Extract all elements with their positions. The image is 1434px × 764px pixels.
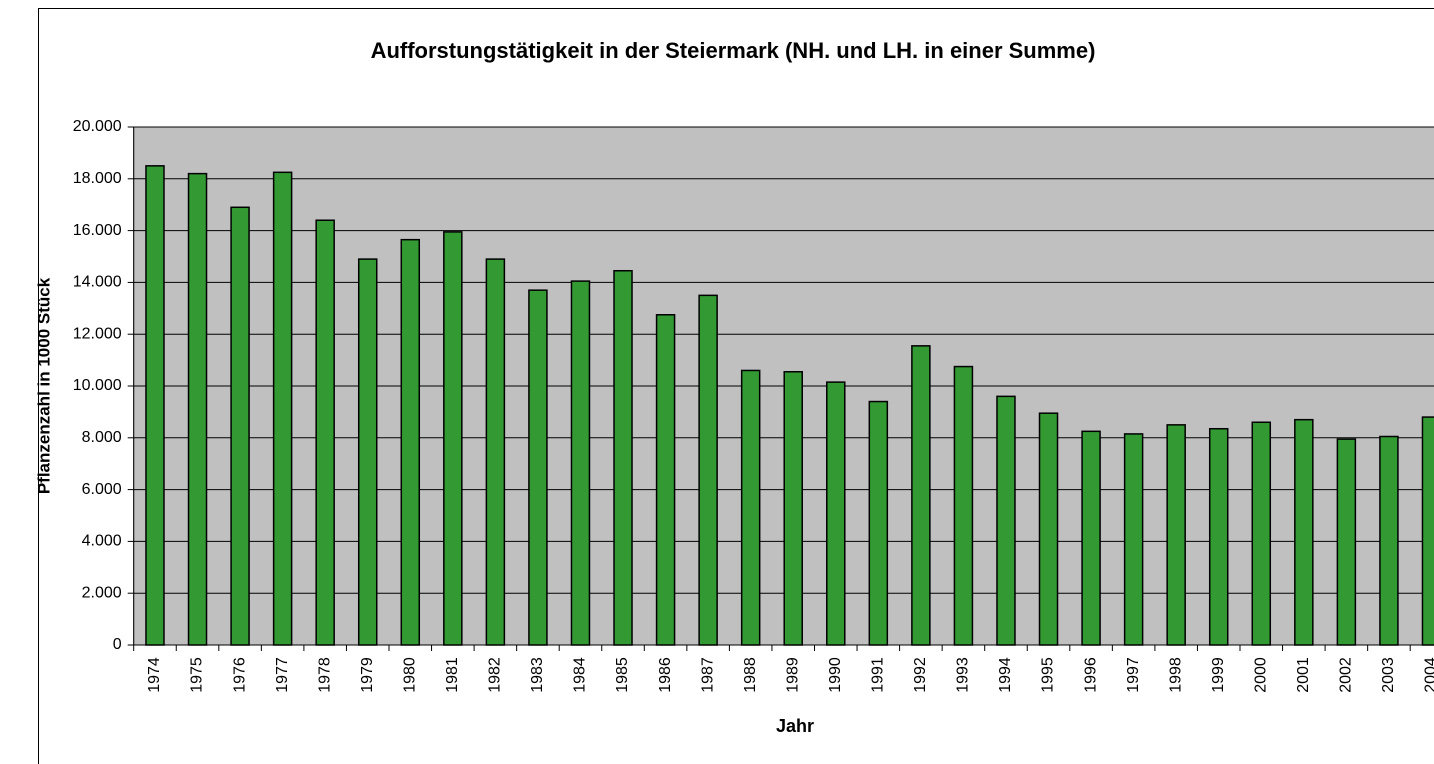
x-tick-label: 1995 (1040, 657, 1057, 693)
bar (1038, 412, 1059, 646)
x-tick-label: 1975 (189, 657, 206, 693)
y-tick-label: 12.000 (73, 325, 122, 342)
bar (613, 269, 633, 646)
x-tick-label: 1993 (955, 657, 972, 693)
bar (1379, 435, 1399, 646)
x-tick-label: 1978 (316, 657, 333, 693)
bar (740, 369, 761, 646)
x-tick-label: 1987 (699, 657, 716, 693)
y-tick-label: 8.000 (82, 429, 122, 446)
bar (783, 371, 803, 646)
bar (1123, 433, 1144, 646)
x-tick-label: 1980 (401, 657, 418, 693)
bar (357, 258, 378, 646)
bar (1251, 421, 1272, 646)
bar (315, 219, 335, 646)
y-tick-label: 16.000 (73, 222, 122, 239)
bar (272, 171, 293, 646)
x-tick-label: 1991 (870, 657, 887, 693)
x-tick-label: 1984 (572, 657, 589, 693)
x-tick-label: 1990 (827, 657, 844, 693)
x-tick-label: 2000 (1252, 657, 1269, 693)
bar (868, 400, 889, 646)
bar (953, 365, 974, 646)
x-tick-label: 1977 (274, 657, 291, 693)
bar (996, 395, 1016, 646)
y-axis-title: Pflanzenzahl in 1000 Stück (34, 277, 53, 494)
x-tick-label: 1982 (487, 657, 504, 693)
y-tick-label: 14.000 (73, 274, 122, 291)
bar (187, 172, 208, 646)
y-tick-label: 4.000 (82, 533, 122, 550)
bar (826, 381, 846, 646)
bar (911, 345, 931, 646)
x-tick-label: 1989 (784, 657, 801, 693)
bar (1294, 418, 1314, 646)
bar (145, 165, 165, 646)
x-tick-label: 1997 (1125, 657, 1142, 693)
x-tick-label: 1994 (997, 657, 1014, 693)
bar (1081, 430, 1101, 646)
x-tick-label: 1976 (231, 657, 248, 693)
x-tick-label: 1996 (1082, 657, 1099, 693)
bar (443, 231, 463, 646)
bar (570, 280, 591, 646)
x-tick-label: 1983 (529, 657, 546, 693)
bar (528, 289, 548, 646)
x-tick-label: 1986 (657, 657, 674, 693)
bar (1166, 424, 1186, 646)
x-tick-label: 1988 (742, 657, 759, 693)
y-tick-label: 2.000 (82, 584, 122, 601)
bar (485, 258, 506, 646)
bar (655, 314, 676, 646)
y-tick-label: 6.000 (82, 481, 122, 498)
x-tick-label: 2004 (1423, 657, 1434, 693)
bar (400, 238, 421, 646)
y-tick-label: 18.000 (73, 170, 122, 187)
x-tick-label: 2002 (1338, 657, 1355, 693)
x-tick-label: 1985 (614, 657, 631, 693)
x-axis-title: Jahr (776, 716, 814, 736)
y-tick-label: 20.000 (73, 118, 122, 135)
chart-title: Aufforstungstätigkeit in der Steiermark … (371, 38, 1096, 63)
bar (230, 206, 250, 646)
x-tick-label: 1992 (912, 657, 929, 693)
bar (1208, 427, 1229, 646)
x-tick-label: 2001 (1295, 657, 1312, 693)
bar (698, 294, 718, 646)
x-tick-label: 1981 (444, 657, 461, 693)
x-tick-label: 1974 (146, 657, 163, 693)
bar (1336, 438, 1357, 646)
y-tick-label: 0 (113, 636, 122, 653)
y-tick-label: 10.000 (73, 377, 122, 394)
bar (1421, 416, 1434, 646)
x-tick-label: 1979 (359, 657, 376, 693)
x-tick-label: 1999 (1210, 657, 1227, 693)
x-tick-label: 2003 (1380, 657, 1397, 693)
x-tick-label: 1998 (1167, 657, 1184, 693)
